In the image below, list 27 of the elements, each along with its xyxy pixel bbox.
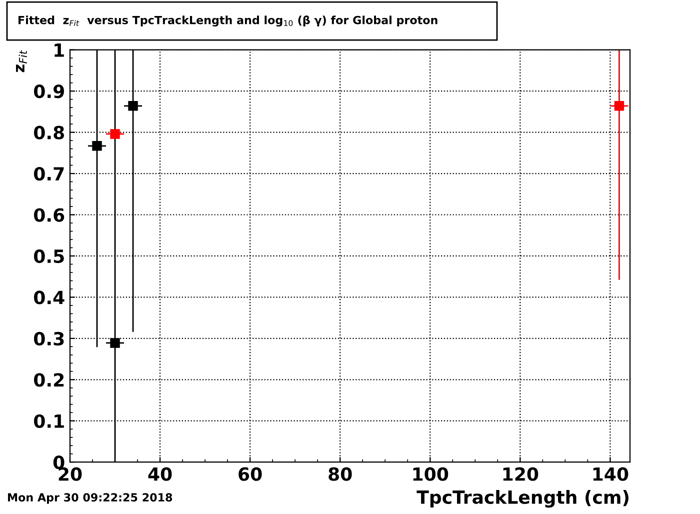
y-tick-label: 0.7 bbox=[34, 166, 64, 181]
x-tick-label: 140 bbox=[593, 467, 628, 481]
x-tick-label: 120 bbox=[503, 467, 538, 481]
y-tick-label: 0.9 bbox=[34, 84, 64, 98]
y-tick-label: 0.1 bbox=[34, 414, 64, 428]
x-tick-label: 100 bbox=[413, 467, 448, 481]
y-tick-label: 0.5 bbox=[34, 249, 64, 264]
point bbox=[110, 338, 120, 348]
y-axis-title: z$_{Fit}$ bbox=[16, 50, 27, 72]
y-tick-label: 0.8 bbox=[34, 126, 64, 140]
x-axis-title: TpcTrackLength (cm) bbox=[416, 490, 628, 508]
y-tick-label: 0.3 bbox=[34, 332, 64, 346]
y-tick-label: 0.6 bbox=[34, 208, 64, 222]
chart-title: Fitted z$_{Fit}$ versus TpcTrackLength and log$_{10}$ (β γ) for Global proton bbox=[18, 16, 438, 27]
x-tick-label: 60 bbox=[238, 467, 262, 481]
point bbox=[110, 129, 120, 139]
point bbox=[614, 101, 624, 111]
point bbox=[92, 141, 102, 151]
y-tick-label: 0.4 bbox=[34, 290, 64, 304]
y-tick-label: 0 bbox=[53, 456, 64, 470]
y-tick-label: 1 bbox=[54, 44, 64, 57]
text: Mon Apr 30 09:22:25 2018 bbox=[8, 493, 172, 504]
x-tick-label: 80 bbox=[328, 467, 352, 481]
x-tick-label: 20 bbox=[58, 467, 82, 481]
y-tick-label: 0.2 bbox=[34, 373, 64, 387]
x-tick-label: 40 bbox=[148, 467, 172, 481]
point bbox=[128, 101, 138, 111]
